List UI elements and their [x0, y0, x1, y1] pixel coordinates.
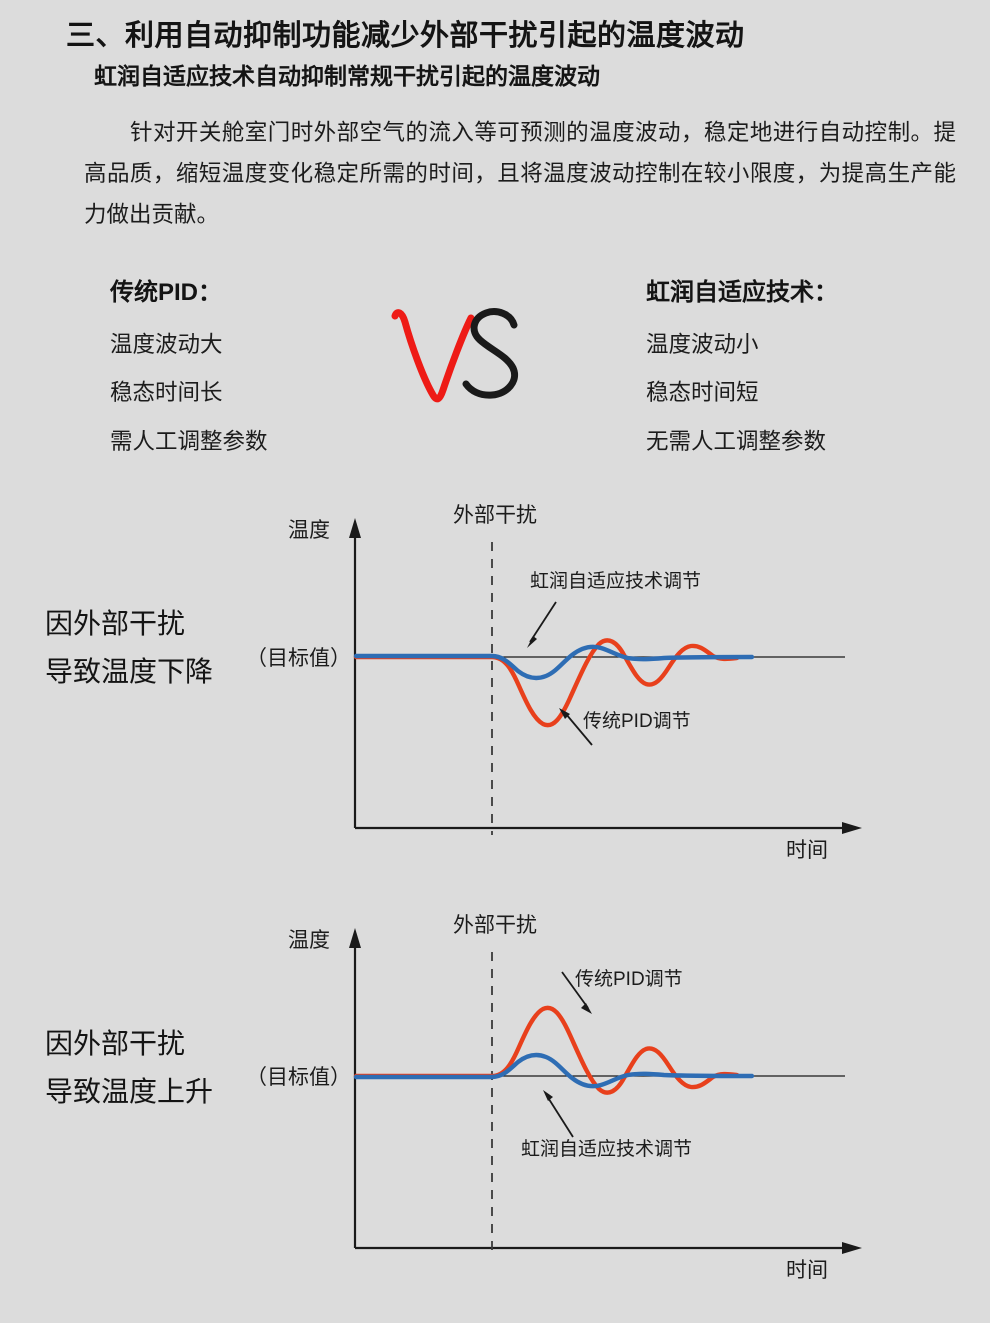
comparison-left-item-1: 稳态时间长: [110, 380, 223, 405]
chart-drop-annot-adaptive: 虹润自适应技术调节: [530, 570, 701, 592]
chart-rise-annot-adaptive: 虹润自适应技术调节: [521, 1138, 692, 1160]
body-paragraph: 针对开关舱室门时外部空气的流入等可预测的温度波动，稳定地进行自动控制。提高品质，…: [84, 120, 956, 227]
comparison-right-item-2: 无需人工调整参数: [646, 429, 827, 454]
chart-drop: 因外部干扰 导致温度下降 温度 时间 外部: [0, 490, 990, 880]
chart-rise-side-label-line2: 导致温度上升: [45, 1076, 214, 1107]
chart-rise-xlabel: 时间: [786, 1259, 828, 1282]
chart-drop-side-label: 因外部干扰 导致温度下降: [45, 600, 213, 696]
chart-drop-annot-pid: 传统PID调节: [583, 710, 691, 732]
chart-drop-event-label: 外部干扰: [453, 504, 537, 527]
chart-drop-ylabel: 温度: [288, 519, 330, 542]
comparison-right-item-1: 稳态时间短: [646, 380, 759, 405]
chart-rise-baseline-label: （目标值）: [246, 1066, 351, 1089]
chart-rise-side-label-line1: 因外部干扰: [45, 1028, 186, 1059]
page-subtitle: 虹润自适应技术自动抑制常规干扰引起的温度波动: [94, 63, 600, 89]
chart-drop-xlabel: 时间: [786, 839, 828, 862]
page-title: 三、利用自动抑制功能减少外部干扰引起的温度波动: [66, 20, 745, 52]
chart-rise-annot-pid: 传统PID调节: [575, 968, 683, 990]
comparison-right-item-0: 温度波动小: [646, 332, 759, 357]
chart-drop-side-label-line1: 因外部干扰: [45, 608, 186, 639]
chart-drop-plot: 温度 时间 外部干扰 （目标值） 虹润自适应技术调节 传统PID调节: [246, 504, 862, 862]
chart-rise-side-label: 因外部干扰 导致温度上升: [45, 1020, 213, 1116]
comparison-right-heading: 虹润自适应技术：: [646, 279, 838, 306]
chart-rise-ylabel: 温度: [288, 929, 330, 952]
comparison-left-item-2: 需人工调整参数: [110, 429, 268, 454]
comparison-left-heading: 传统PID：: [110, 279, 223, 306]
chart-rise-plot: 温度 时间 外部干扰 （目标值） 传统PID调节 虹润自适应技术调节: [246, 914, 862, 1282]
versus-icon: [391, 308, 518, 403]
chart-drop-baseline-label: （目标值）: [246, 647, 351, 670]
chart-drop-side-label-line2: 导致温度下降: [45, 656, 214, 687]
chart-rise: 因外部干扰 导致温度上升 温度 时间 外部: [0, 900, 990, 1300]
chart-rise-event-label: 外部干扰: [453, 914, 537, 937]
comparison-left-item-0: 温度波动大: [110, 332, 223, 357]
